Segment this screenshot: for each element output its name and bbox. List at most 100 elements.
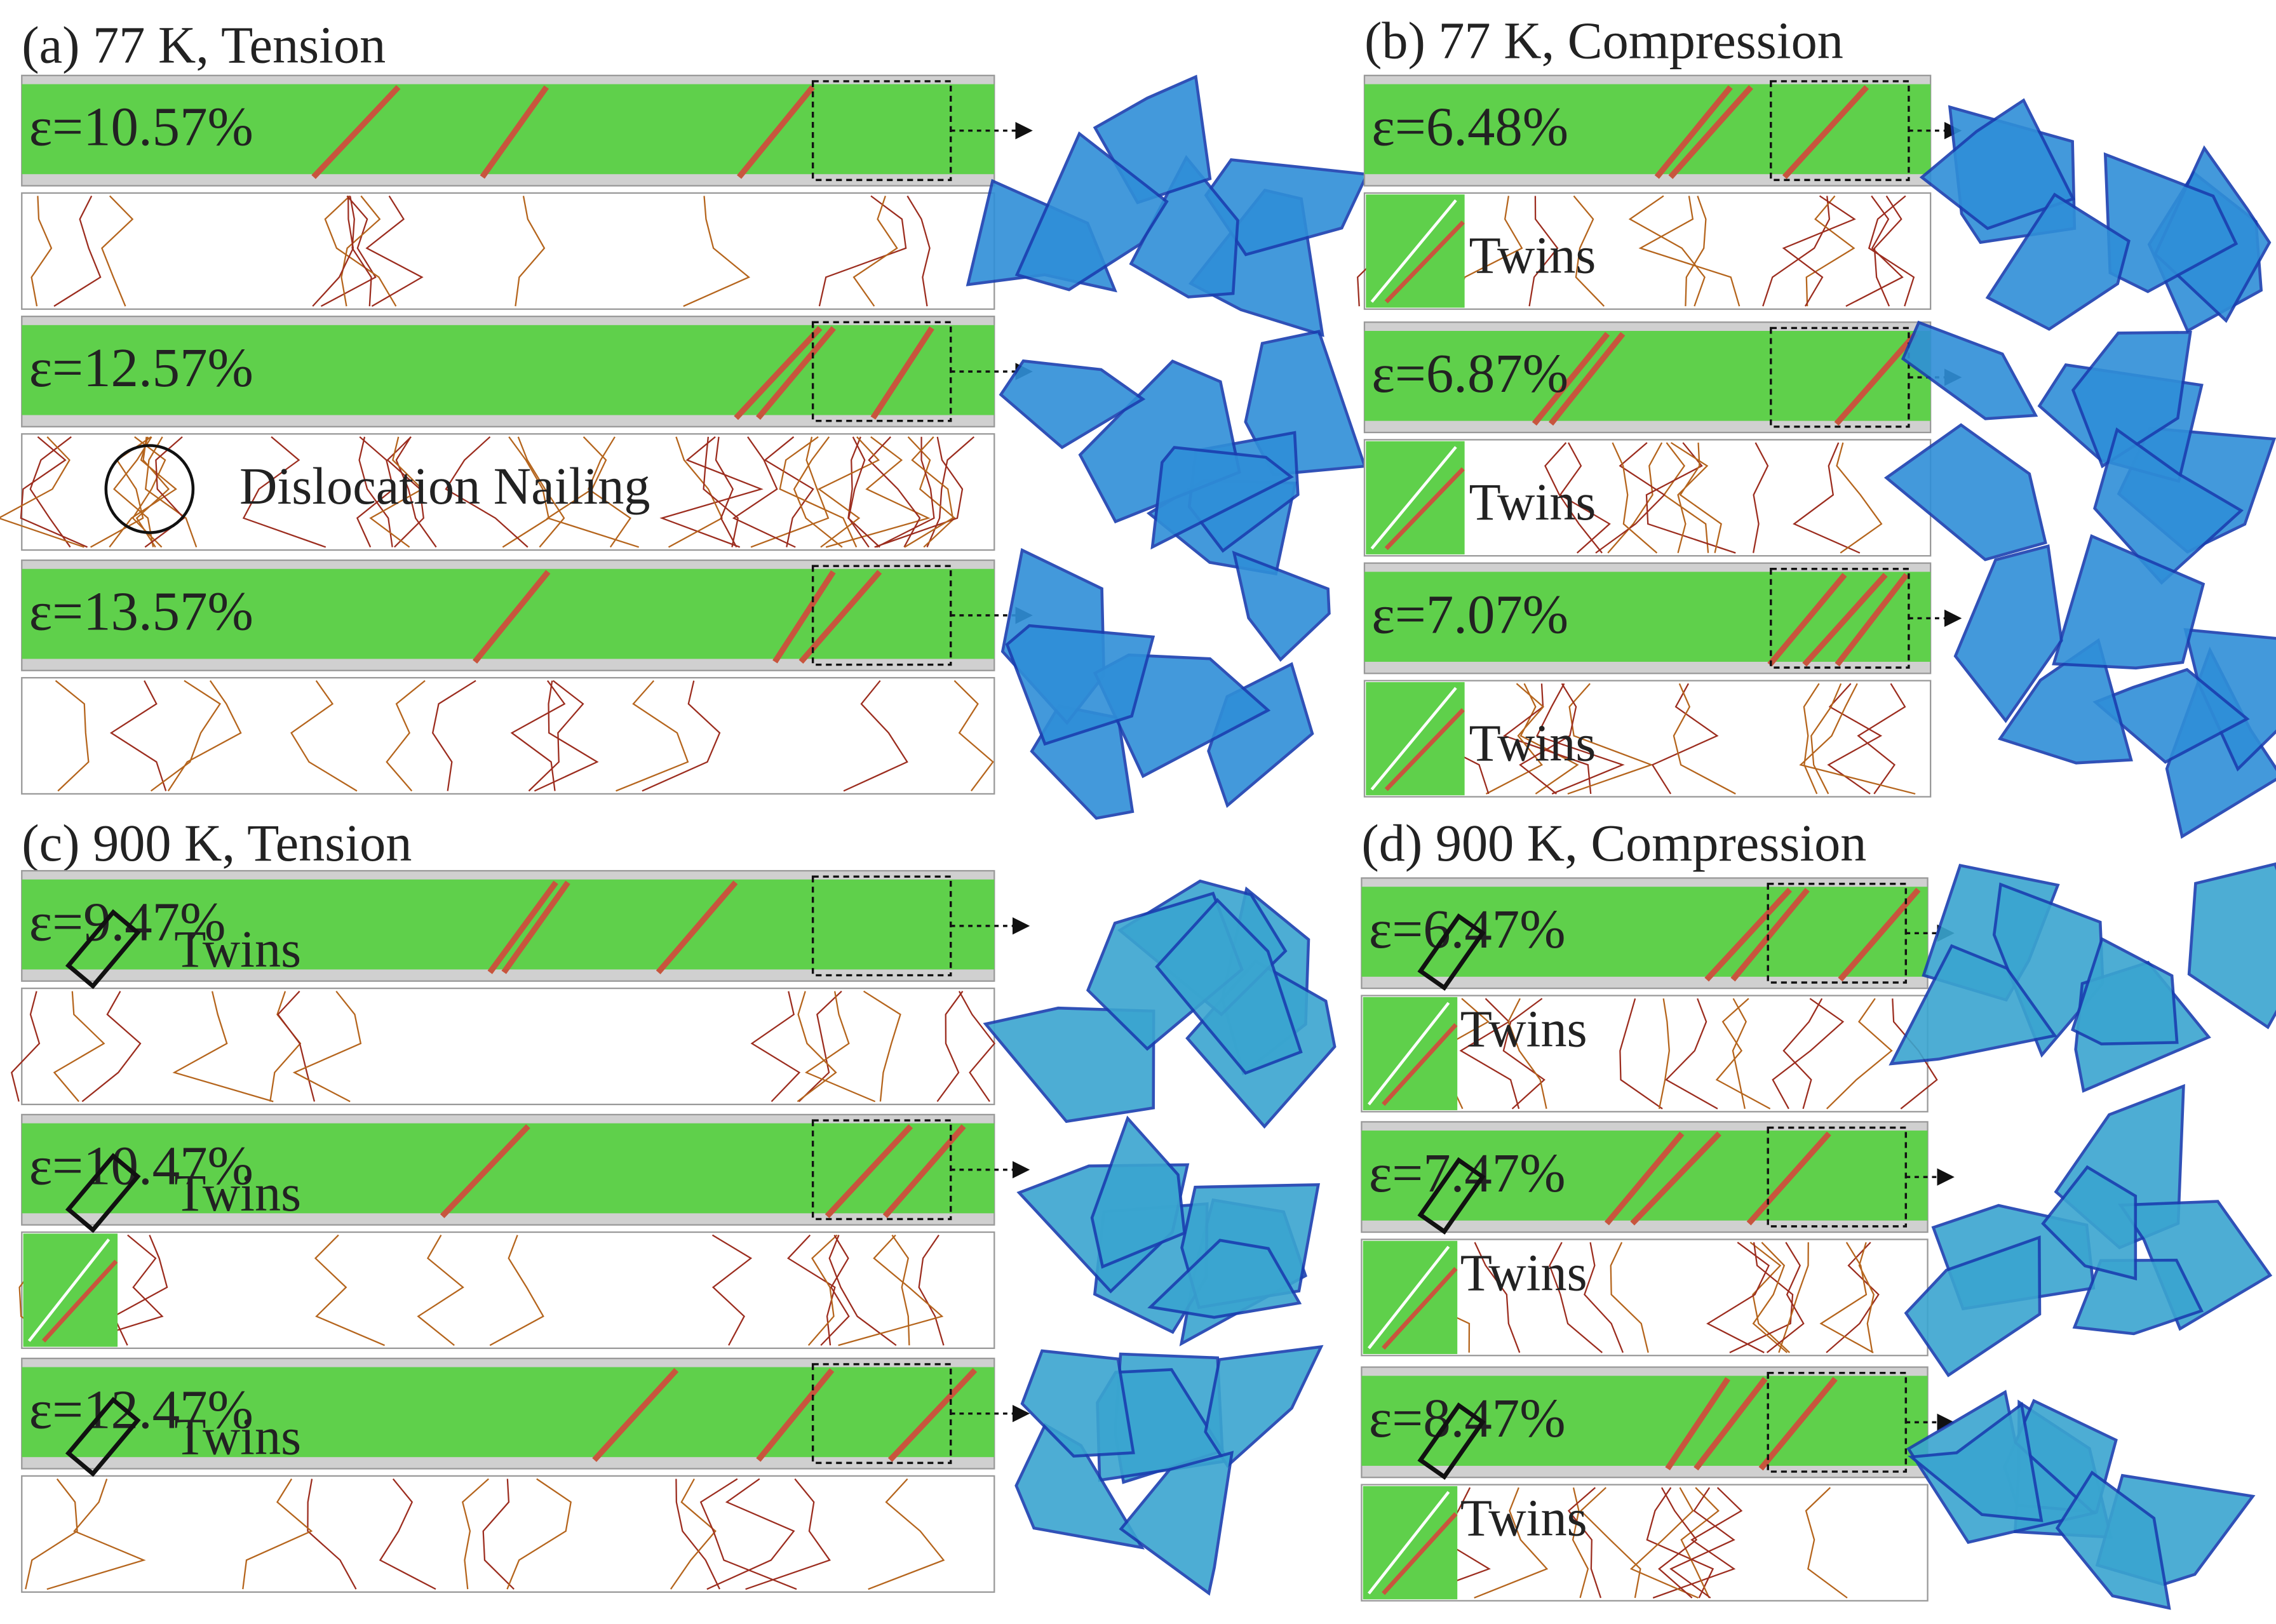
dislocation-line (461, 1478, 489, 1590)
twin-band (1838, 887, 1921, 982)
dislocation-line (1680, 1487, 1720, 1599)
dislocation-line (891, 1234, 910, 1346)
atom-cluster (1155, 897, 1303, 1075)
dislocation-line (1873, 195, 1902, 307)
dislocation-line (1685, 196, 1707, 307)
atom-cluster (2072, 1258, 2204, 1336)
dislocation-panel (21, 192, 995, 310)
atom-cluster (2183, 627, 2276, 772)
dislocation-panel (21, 676, 995, 795)
dislocation-line (797, 991, 837, 1103)
dislocation-line (1772, 998, 1845, 1110)
dislocation-line (1670, 441, 1709, 553)
dislocation-line (30, 196, 53, 307)
twin-inset-line (1382, 1023, 1458, 1106)
dislocation-line (863, 990, 901, 1102)
strip-fcc (22, 879, 995, 970)
dislocation-line (958, 991, 995, 1103)
twin-inset-line (1370, 687, 1457, 791)
dislocation-line (906, 195, 931, 307)
twin-band (1532, 332, 1610, 426)
dislocation-line (1827, 683, 1883, 795)
dislocation-line (53, 991, 105, 1103)
dislocation-line (703, 436, 739, 547)
dislocation-line (150, 680, 222, 792)
dislocation-line (847, 436, 870, 548)
dislocation-line (1549, 1242, 1603, 1353)
atom-cluster (2103, 152, 2239, 293)
dislocation-line (242, 1478, 313, 1590)
dislocation-line (1580, 1487, 1641, 1599)
dislocation-line (482, 1479, 515, 1590)
dislocation-panel (21, 987, 995, 1106)
dislocation-line (1679, 442, 1722, 553)
strain-label: ε=6.87% (1371, 343, 1568, 404)
dislocation-line (46, 1479, 146, 1590)
twin-band (1767, 572, 1847, 667)
dislocation-line (1485, 683, 1545, 795)
twin-band (756, 1368, 835, 1462)
dislocation-line (20, 436, 88, 548)
strip-fcc (1361, 1376, 1928, 1466)
twin-band (501, 880, 570, 974)
twin-band (1782, 85, 1869, 179)
twin-band (473, 570, 551, 664)
dislocation-line (699, 1478, 797, 1590)
dislocation-line (395, 436, 437, 548)
twin-band (311, 84, 401, 179)
dislocation-line (750, 436, 830, 548)
dislocation-line (1752, 1242, 1788, 1353)
twin-inset-line (1382, 1266, 1458, 1350)
dislocation-line (868, 1478, 945, 1590)
dislocation-line (534, 680, 599, 792)
atom-cluster (1204, 1345, 1324, 1468)
twin-band (772, 570, 836, 664)
atom-cluster (1020, 1349, 1135, 1458)
dislocation-line (587, 436, 631, 548)
twin-band (1694, 1377, 1768, 1471)
dislocation-line (1610, 1242, 1649, 1353)
atom-cluster (1147, 1238, 1302, 1319)
twin-band (480, 85, 549, 179)
twin-band (756, 326, 836, 420)
strain-label: ε=6.47% (1369, 899, 1566, 960)
strip-fcc (22, 568, 995, 659)
dislocation-line (1567, 1487, 1602, 1599)
dislocation-line (1868, 195, 1915, 307)
dislocation-line (807, 1234, 838, 1346)
dislocation-line (918, 1234, 945, 1346)
strain-label: ε=12.47% (29, 1379, 253, 1440)
dislocation-line (1782, 998, 1823, 1110)
atom-cluster (1090, 1115, 1187, 1269)
dislocation-line (1612, 442, 1658, 554)
twin-band (882, 1124, 966, 1218)
dislocation-line (1474, 1242, 1521, 1353)
dislocation-line (675, 1479, 720, 1590)
twin-marker (1417, 1402, 1486, 1480)
dislocation-line (379, 1478, 436, 1590)
dislocation-line (113, 436, 154, 547)
twin-inset-line (1384, 220, 1465, 304)
twin-inset-line (27, 1238, 111, 1342)
atom-cluster (1904, 1235, 2042, 1378)
dislocation-line (340, 195, 381, 307)
dislocation-line (1778, 1242, 1809, 1353)
dislocation-line (489, 1235, 544, 1346)
atom-cluster (2052, 534, 2205, 670)
dislocation-line (135, 436, 170, 548)
strain-label: ε=7.47% (1369, 1143, 1566, 1204)
dislocation-line (445, 436, 529, 548)
dislocation-line (0, 436, 84, 548)
dislocation-line (1793, 442, 1861, 554)
twin-inset-line (1368, 1245, 1450, 1350)
dislocation-line (290, 680, 358, 792)
dislocation-line (314, 1234, 385, 1346)
dislocation-line (417, 1235, 464, 1346)
dislocation-line (1528, 196, 1559, 307)
twin-band (1835, 573, 1909, 667)
dislocation-line (386, 680, 426, 792)
strip-fcc (1364, 84, 1931, 175)
dislocation-line (1459, 998, 1520, 1110)
dislocation-line (659, 436, 764, 548)
nailing-circle (104, 444, 195, 534)
